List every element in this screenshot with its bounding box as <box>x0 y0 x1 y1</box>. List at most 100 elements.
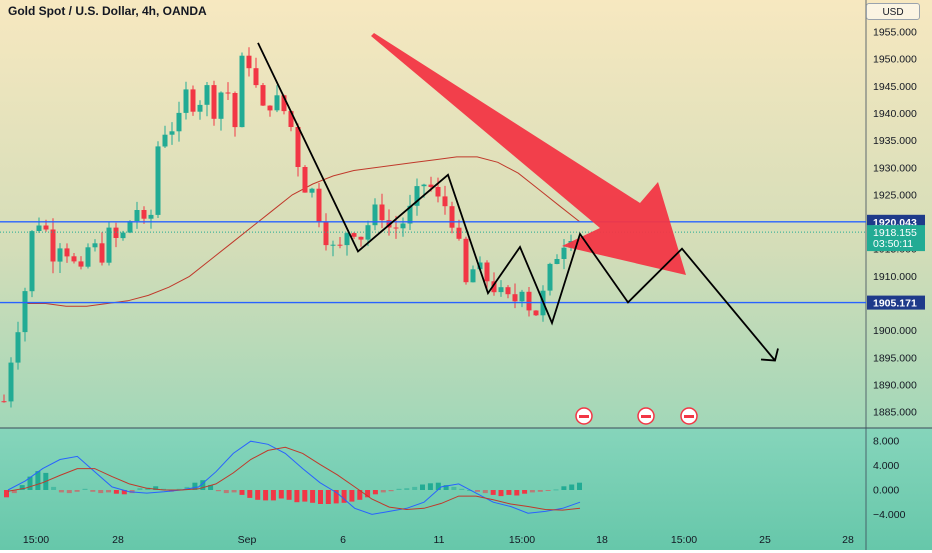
macd-histogram-bar <box>475 490 480 492</box>
candle-body <box>442 196 448 207</box>
macd-histogram-bar <box>176 488 182 490</box>
macd-histogram-bar <box>577 482 582 490</box>
candle-body <box>449 206 455 228</box>
time-tick-label: 28 <box>842 534 854 546</box>
macd-histogram-bar <box>98 490 104 494</box>
macd-histogram-bar <box>19 485 25 490</box>
macd-histogram-bar <box>435 482 441 490</box>
candle-body <box>190 89 196 112</box>
last-price-tag <box>867 225 925 252</box>
candle-body <box>358 236 364 240</box>
candle-body <box>302 167 308 193</box>
macd-histogram-bar <box>365 490 371 498</box>
macd-histogram-bar <box>294 490 300 503</box>
candle-body <box>554 259 560 264</box>
macd-histogram-bar <box>223 490 229 494</box>
price-tick-label: 1900.000 <box>873 325 917 337</box>
candle-body <box>36 225 42 231</box>
macd-histogram-bar <box>278 490 284 499</box>
time-tick-label: 6 <box>340 534 346 546</box>
candle-body <box>379 204 385 221</box>
macd-histogram-bar <box>4 490 9 498</box>
macd-histogram-bar <box>459 488 465 490</box>
macd-histogram-bar <box>529 490 535 493</box>
price-tick-label: 1940.000 <box>873 108 917 120</box>
macd-histogram-bar <box>239 490 245 495</box>
candle-body <box>456 227 462 239</box>
macd-histogram-bar <box>522 490 528 494</box>
candle-body <box>15 332 21 363</box>
candle-body <box>211 85 217 119</box>
candle-body <box>330 244 336 246</box>
price-tick-label: 1935.000 <box>873 135 917 147</box>
macd-histogram-bar <box>451 486 457 490</box>
macd-histogram-bar <box>467 490 473 491</box>
macd-histogram-bar <box>443 485 449 490</box>
price-tick-label: 1925.000 <box>873 189 917 201</box>
macd-histogram-bar <box>318 490 323 504</box>
candle-body <box>519 291 525 302</box>
candle-body <box>421 184 427 187</box>
candle-body <box>498 287 504 293</box>
level-tag-2 <box>867 295 925 310</box>
macd-tick-label: 0.000 <box>873 485 899 497</box>
macd-histogram-bar <box>286 490 292 500</box>
candle-body <box>78 261 84 267</box>
forecast-arrow <box>371 33 686 275</box>
candle-body <box>232 93 238 128</box>
macd-histogram-bar <box>482 490 488 494</box>
macd-histogram-bar <box>184 486 190 490</box>
level-tag-label: 1905.171 <box>873 298 917 310</box>
candle-body <box>281 95 287 112</box>
candle-body <box>351 233 357 237</box>
candle-body <box>141 210 147 219</box>
macd-histogram-bar <box>498 490 504 497</box>
macd-histogram-bar <box>427 483 433 490</box>
candle-body <box>407 205 413 224</box>
candle-body <box>169 131 175 135</box>
macd-histogram-bar <box>388 490 394 492</box>
candle-body <box>533 310 539 316</box>
candle-body <box>225 92 231 94</box>
price-tick-label: 1955.000 <box>873 27 917 39</box>
candle-body <box>365 225 371 240</box>
event-marker-stripe <box>641 415 651 418</box>
candle-body <box>71 256 77 262</box>
macd-histogram-bar <box>82 488 88 490</box>
time-tick-label: 15:00 <box>509 534 535 546</box>
candle-body <box>1 401 7 403</box>
macd-histogram-bar <box>310 490 316 503</box>
candle-body <box>505 287 511 295</box>
time-tick-label: 18 <box>596 534 608 546</box>
macd-histogram-bar <box>349 490 355 502</box>
candle-body <box>526 291 532 311</box>
macd-histogram-bar <box>11 490 17 494</box>
macd-histogram-bar <box>208 485 214 490</box>
macd-histogram-bar <box>247 490 253 498</box>
macd-histogram-bar <box>137 488 143 490</box>
macd-histogram-bar <box>412 486 418 490</box>
candle-body <box>246 55 252 69</box>
countdown-label: 03:50:11 <box>873 238 913 250</box>
time-tick-label: 25 <box>759 534 771 546</box>
candle-body <box>92 243 98 248</box>
candle-body <box>253 68 259 86</box>
macd-histogram-bar <box>113 490 119 494</box>
candle-body <box>491 281 497 293</box>
macd-histogram-bar <box>153 486 159 490</box>
time-tick-label: Sep <box>238 534 257 546</box>
macd-histogram-bar <box>553 489 559 491</box>
macd-histogram-bar <box>90 490 96 492</box>
candle-body <box>120 232 126 239</box>
candle-body <box>29 231 35 292</box>
candle-body <box>162 134 168 147</box>
candle-body <box>183 89 189 113</box>
currency-button[interactable]: USD <box>866 3 920 20</box>
time-tick-label: 28 <box>112 534 124 546</box>
candle-body <box>57 248 63 262</box>
candle-body <box>99 243 105 263</box>
candle-body <box>148 214 154 219</box>
macd-histogram-bar <box>341 490 347 503</box>
